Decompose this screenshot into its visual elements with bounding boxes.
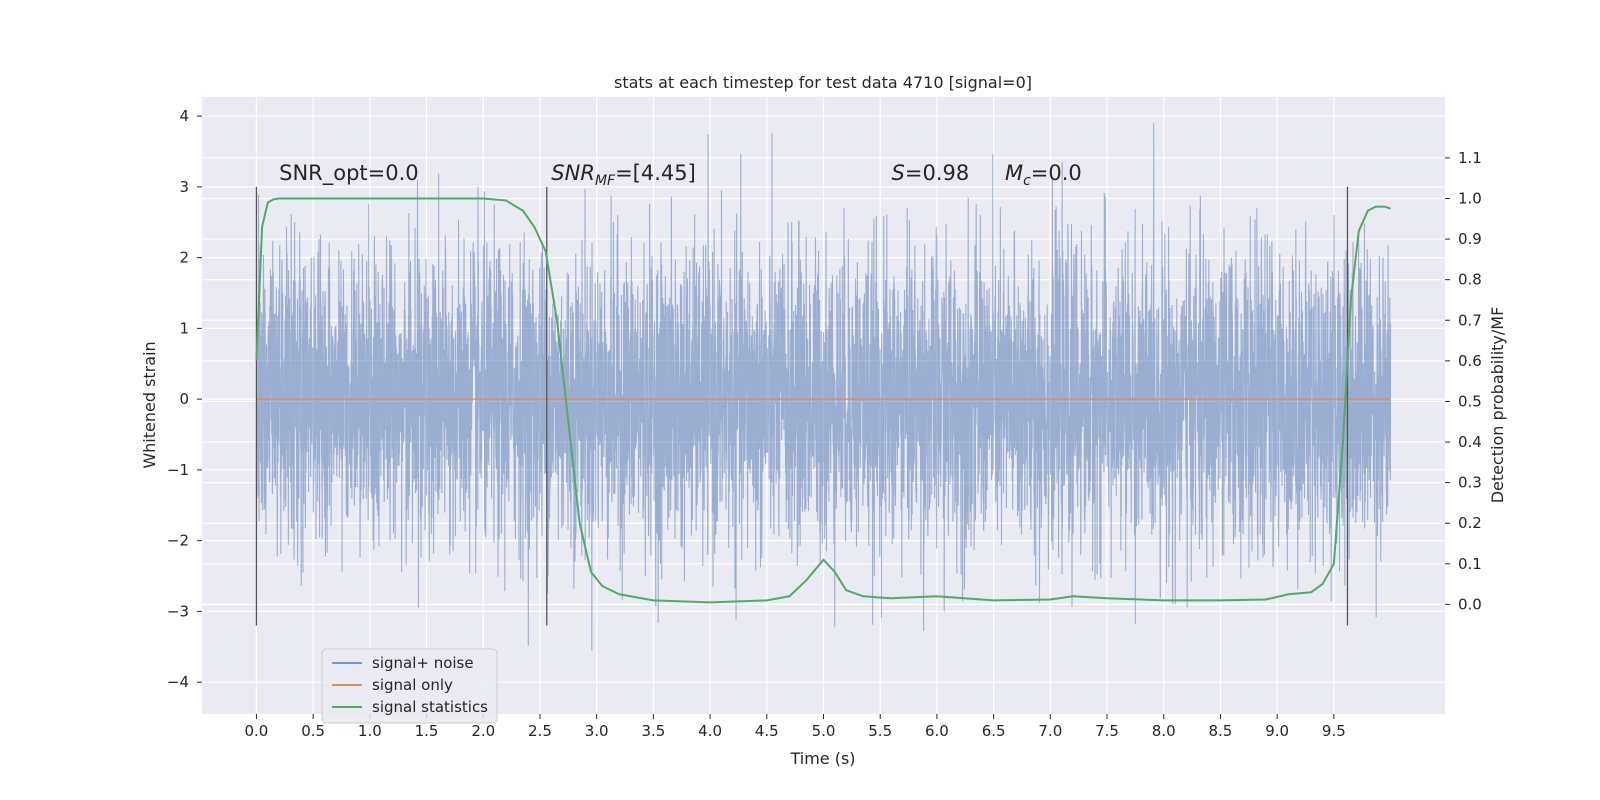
x-tick-label: 6.5 bbox=[982, 722, 1006, 740]
data-layer bbox=[255, 123, 1392, 651]
legend-label: signal only bbox=[372, 676, 453, 694]
x-axis-title: Time (s) bbox=[789, 749, 855, 768]
x-tick-label: 5.5 bbox=[868, 722, 892, 740]
y2-tick-label: 0.0 bbox=[1458, 595, 1482, 613]
chart-title: stats at each timestep for test data 471… bbox=[614, 73, 1032, 92]
y-tick-label: −2 bbox=[167, 532, 189, 550]
annotation: S=0.98 bbox=[892, 161, 970, 185]
y-tick-label: −4 bbox=[167, 673, 189, 691]
x-tick-label: 4.0 bbox=[698, 722, 722, 740]
y2-tick-label: 0.7 bbox=[1458, 311, 1482, 329]
y-tick-label: 2 bbox=[179, 249, 189, 267]
legend-label: signal+ noise bbox=[372, 654, 474, 672]
y2-tick-label: 1.1 bbox=[1458, 149, 1482, 167]
y2-tick-label: 0.3 bbox=[1458, 474, 1482, 492]
axes: 0.0 0.5 1.0 1.5 2.0 2.5 3.0 3.5 4.0 4.5 5.0 5.5 6.0 6… bbox=[167, 107, 1482, 740]
x-tick-label: 3.5 bbox=[641, 722, 665, 740]
x-tick-label: 1.0 bbox=[358, 722, 382, 740]
x-tick-label: 2.5 bbox=[528, 722, 552, 740]
x-tick-label: 8.0 bbox=[1152, 722, 1176, 740]
annotations: SNR_opt=0.0 SNRMF=[4.45] S=0.98 Mc=0.0 bbox=[279, 161, 1082, 189]
legend-box bbox=[321, 648, 498, 724]
x-tick-label: 7.0 bbox=[1038, 722, 1062, 740]
x-tick-label: 8.5 bbox=[1209, 722, 1233, 740]
annotation: Mc=0.0 bbox=[1005, 161, 1082, 189]
annotation: SNRMF=[4.45] bbox=[551, 161, 696, 189]
x-tick-label: 9.5 bbox=[1322, 722, 1346, 740]
x-tick-label: 9.0 bbox=[1265, 722, 1289, 740]
x-tick-label: 0.5 bbox=[301, 722, 325, 740]
series-signal-noise bbox=[255, 123, 1392, 651]
y-tick-label: 4 bbox=[179, 107, 189, 125]
x-tick-label: 5.0 bbox=[812, 722, 836, 740]
x-tick-label: 0.0 bbox=[245, 722, 269, 740]
y-axis-title: Whitened strain bbox=[140, 341, 159, 468]
legend: signal+ noise signal only signal statistic… bbox=[321, 648, 498, 724]
x-tick-label: 3.0 bbox=[585, 722, 609, 740]
annotation: SNR_opt=0.0 bbox=[279, 161, 419, 186]
y-tick-label: 0 bbox=[179, 390, 189, 408]
y2-tick-label: 0.4 bbox=[1458, 433, 1482, 451]
y-tick-label: −3 bbox=[167, 602, 189, 620]
x-tick-label: 2.0 bbox=[471, 722, 495, 740]
y-tick-label: −1 bbox=[167, 461, 189, 479]
y2-tick-label: 0.6 bbox=[1458, 352, 1482, 370]
y2-tick-label: 0.9 bbox=[1458, 230, 1482, 248]
x-tick-label: 7.5 bbox=[1095, 722, 1119, 740]
y2-tick-label: 0.1 bbox=[1458, 555, 1482, 573]
series-signal-statistics bbox=[255, 197, 1391, 604]
x-tick-label: 6.0 bbox=[925, 722, 949, 740]
y-tick-label: 1 bbox=[179, 319, 189, 337]
x-tick-label: 1.5 bbox=[415, 722, 439, 740]
legend-label: signal statistics bbox=[372, 698, 488, 716]
y2-axis-title: Detection probability/MF bbox=[1488, 307, 1507, 504]
y2-tick-label: 0.5 bbox=[1458, 392, 1482, 410]
y2-tick-label: 0.8 bbox=[1458, 271, 1482, 289]
y2-tick-label: 0.2 bbox=[1458, 514, 1482, 532]
y2-tick-label: 1.0 bbox=[1458, 189, 1482, 207]
y-tick-label: 3 bbox=[179, 178, 189, 196]
x-tick-label: 4.5 bbox=[755, 722, 779, 740]
vertical-markers bbox=[255, 186, 1391, 626]
